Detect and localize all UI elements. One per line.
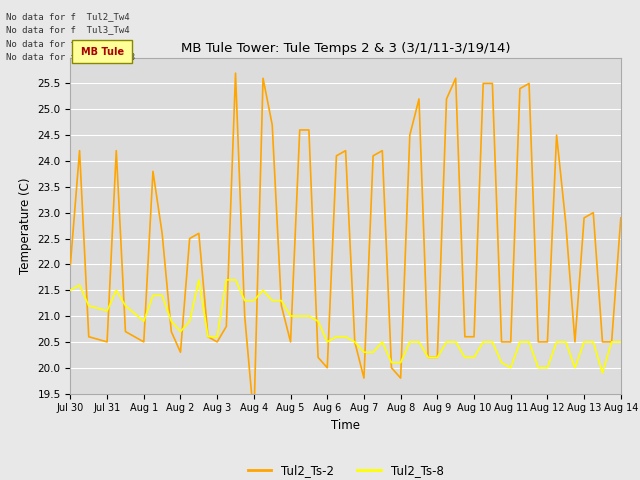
- Text: No data for f  Tul3_Ts-8: No data for f Tul3_Ts-8: [6, 52, 136, 61]
- Legend: Tul2_Ts-2, Tul2_Ts-8: Tul2_Ts-2, Tul2_Ts-8: [243, 459, 448, 480]
- Text: No data for f  Tul3_Ts2: No data for f Tul3_Ts2: [6, 39, 130, 48]
- Text: No data for f  Tul3_Tw4: No data for f Tul3_Tw4: [6, 25, 130, 35]
- Text: No data for f  Tul2_Tw4: No data for f Tul2_Tw4: [6, 12, 130, 21]
- Text: MB Tule: MB Tule: [81, 47, 124, 57]
- Title: MB Tule Tower: Tule Temps 2 & 3 (3/1/11-3/19/14): MB Tule Tower: Tule Temps 2 & 3 (3/1/11-…: [181, 42, 510, 55]
- Y-axis label: Temperature (C): Temperature (C): [19, 177, 32, 274]
- X-axis label: Time: Time: [331, 419, 360, 432]
